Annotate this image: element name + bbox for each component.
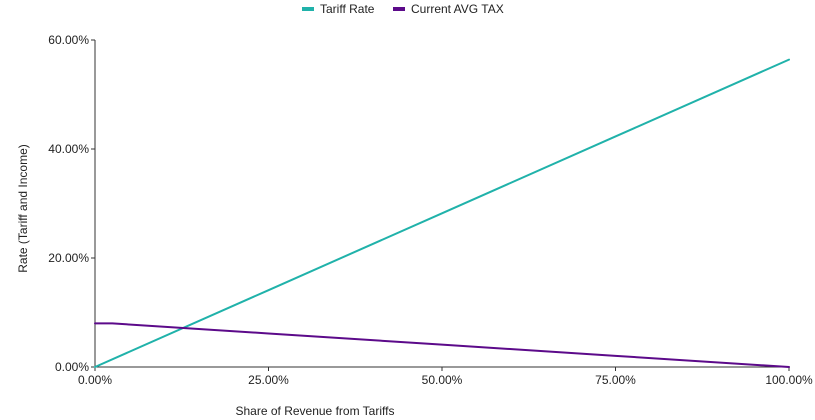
x-tick-label: 25.00% xyxy=(248,373,289,387)
legend-swatch xyxy=(302,7,314,11)
y-tick-label: 40.00% xyxy=(48,142,89,156)
legend-label: Tariff Rate xyxy=(320,2,375,16)
x-tick-label: 50.00% xyxy=(422,373,463,387)
y-tick-label: 0.00% xyxy=(55,360,89,374)
legend-item-current-avg-tax: Current AVG TAX xyxy=(393,2,504,16)
series-group xyxy=(94,58,790,368)
legend-item-tariff-rate: Tariff Rate xyxy=(302,2,375,16)
series-line-tariff-rate xyxy=(94,58,790,368)
y-tick-label: 20.00% xyxy=(48,251,89,265)
series-line-current-avg-tax xyxy=(94,322,790,368)
y-tick-label: 60.00% xyxy=(48,33,89,47)
legend-label: Current AVG TAX xyxy=(411,2,504,16)
legend: Tariff Rate Current AVG TAX xyxy=(302,2,504,16)
y-axis-title: Rate (Tariff and Income) xyxy=(16,144,30,273)
x-tick-label: 100.00% xyxy=(765,373,813,387)
y-axis-ticks: 0.00% 20.00% 40.00% 60.00% xyxy=(48,33,95,374)
x-tick-label: 0.00% xyxy=(78,373,112,387)
x-axis-ticks: 0.00% 25.00% 50.00% 75.00% 100.00% xyxy=(78,367,813,387)
legend-swatch xyxy=(393,7,405,11)
axes xyxy=(94,40,789,368)
x-axis-title: Share of Revenue from Tariffs xyxy=(236,404,395,418)
x-tick-label: 75.00% xyxy=(595,373,636,387)
